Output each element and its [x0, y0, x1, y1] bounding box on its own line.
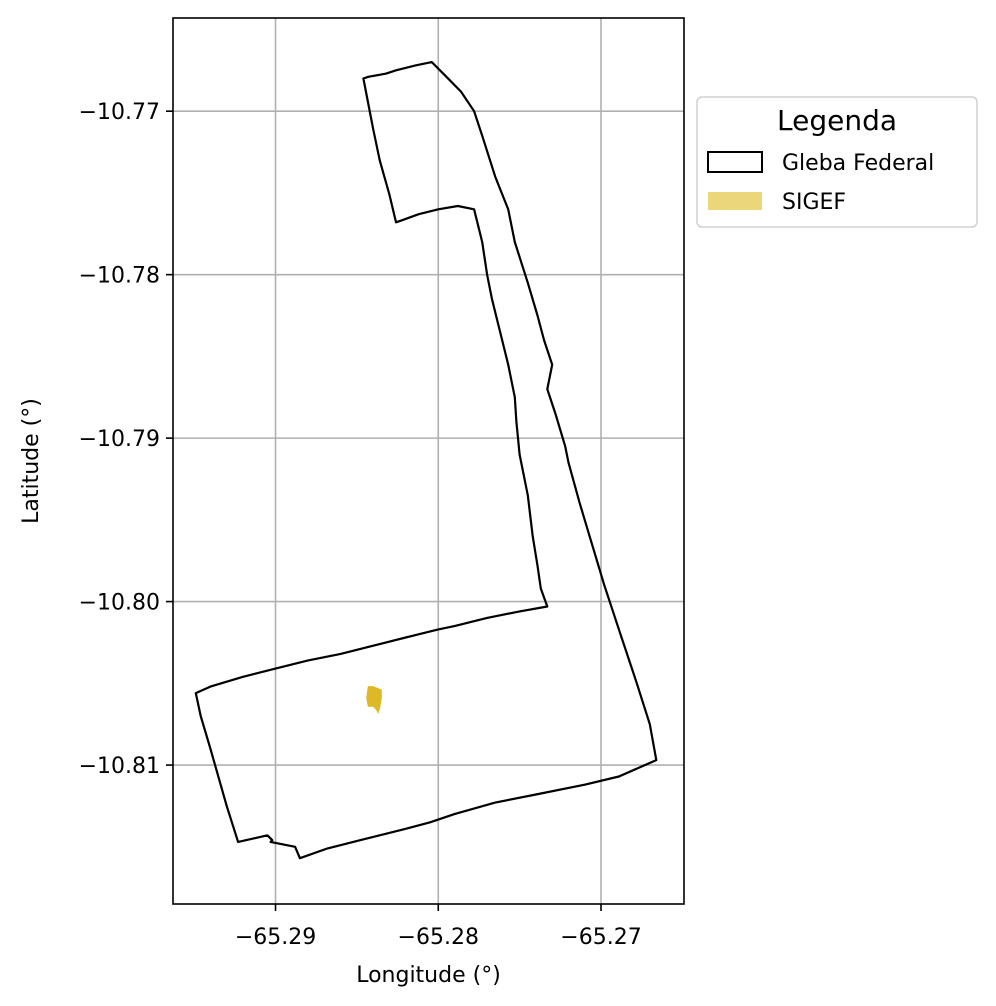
y-axis-label: Latitude (°)	[19, 398, 44, 524]
x-tick-label: −65.27	[560, 925, 641, 950]
y-tick-label: −10.78	[79, 264, 160, 289]
grid-lines	[173, 18, 684, 904]
plot-frame	[172, 17, 685, 905]
gleba-federal-polygon	[194, 60, 658, 860]
legend-swatch-gleba-federal	[707, 151, 763, 173]
axis-ticks: −65.29 −65.28 −65.27 −10.77 −10.78 −10.79 −10.…	[79, 100, 642, 950]
legend-label-gleba-federal: Gleba Federal	[782, 151, 934, 176]
y-tick-label: −10.77	[79, 100, 160, 125]
legend-box	[696, 96, 978, 228]
x-tick-label: −65.29	[235, 925, 316, 950]
legend-swatch-sigef	[708, 192, 762, 210]
x-tick-label: −65.28	[398, 925, 479, 950]
legend: Legenda Gleba Federal SIGEF	[696, 96, 978, 228]
map-layers	[194, 60, 658, 860]
sigef-polygon	[366, 686, 382, 714]
y-tick-label: −10.80	[79, 591, 160, 616]
y-tick-label: −10.79	[79, 427, 160, 452]
y-tick-label: −10.81	[79, 754, 160, 779]
legend-title: Legenda	[777, 104, 897, 137]
legend-label-sigef: SIGEF	[782, 190, 846, 215]
x-axis-label: Longitude (°)	[356, 963, 501, 988]
